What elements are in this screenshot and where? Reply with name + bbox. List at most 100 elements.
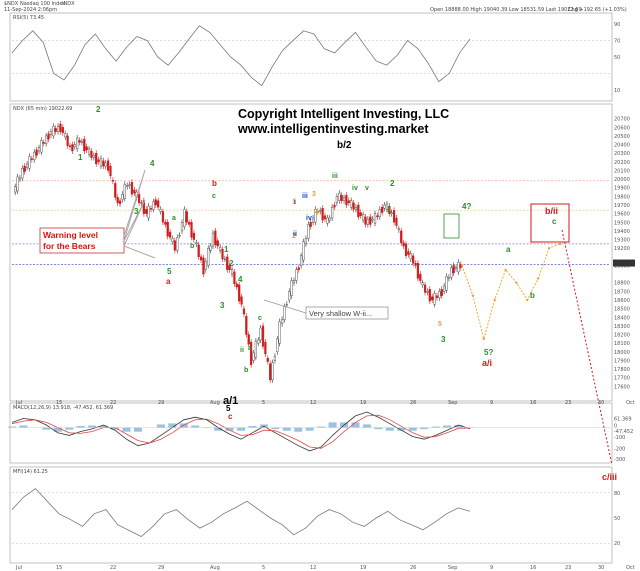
price-candle-body: [56, 125, 60, 132]
price-candle-body: [66, 135, 69, 146]
wave-label-green: 2: [96, 105, 101, 114]
wave-label-green: a: [248, 345, 252, 352]
price-candle-body: [14, 186, 17, 193]
wave-label-black: b/2: [337, 140, 352, 151]
price-candle-body: [209, 245, 212, 251]
date-tick-label: 9: [490, 400, 493, 406]
price-candle-body: [80, 141, 84, 143]
wave-label-green: b: [190, 243, 194, 250]
price-candle-body: [173, 240, 176, 251]
price-candle-body: [149, 208, 153, 210]
price-candle-body: [97, 159, 100, 163]
price-candle-body: [447, 277, 450, 279]
price-candle-body: [314, 209, 317, 223]
price-candle-body: [319, 210, 322, 212]
header-date: 11-Sep-2024 2:06pm: [4, 7, 57, 13]
rsi-tick-label: 50: [614, 55, 620, 61]
price-candle-body: [307, 224, 310, 239]
price-candle-body: [190, 222, 193, 238]
price-candle-body: [438, 291, 441, 299]
macd-histogram-bar: [53, 427, 62, 432]
price-candle-body: [409, 253, 412, 260]
wave-label-orange: 1: [292, 199, 296, 206]
price-candle-body: [242, 308, 246, 315]
wave-label-blue: iii: [302, 193, 308, 200]
date-tick-label: 22: [110, 565, 116, 571]
macd-histogram-bar: [454, 424, 463, 428]
price-candle-body: [138, 194, 141, 204]
price-candle-body: [104, 162, 107, 167]
price-candle-body: [107, 160, 110, 171]
macd-tick-label: -100: [614, 435, 625, 441]
date-tick-label: Oct: [626, 565, 635, 571]
macd-tick-label: 61.369: [614, 417, 632, 423]
price-candle-body: [364, 216, 367, 225]
price-candle-body: [354, 206, 358, 210]
wave-label-green: c: [552, 217, 557, 226]
price-candle-body: [226, 256, 229, 270]
price-candle-body: [21, 168, 24, 179]
shallow-pointer: [263, 299, 307, 314]
price-candle-body: [130, 182, 134, 195]
price-tick-label: 20400: [614, 143, 630, 149]
warning-pointer: [123, 169, 156, 259]
price-candle-body: [359, 212, 362, 216]
price-candle-body: [68, 145, 72, 147]
macd-histogram-bar: [111, 427, 120, 430]
price-candle-body: [118, 200, 122, 205]
price-candle-body: [164, 222, 167, 225]
date-tick-label: Sep: [448, 565, 457, 571]
last-price-box: [613, 259, 635, 267]
price-candle-body: [221, 249, 224, 260]
wave-label-black: 5: [226, 404, 231, 413]
price-candle-body: [166, 222, 169, 237]
price-candle-body: [28, 156, 31, 169]
macd-histogram-bar: [65, 427, 74, 430]
price-tick-label: 19400: [614, 229, 630, 235]
mfi-axis: 80 50 20: [614, 491, 620, 547]
price-candle-body: [316, 211, 319, 213]
wave-label-orange: 5: [438, 321, 442, 328]
macd-tick-label: -300: [614, 457, 625, 463]
macd-histogram-bar: [133, 427, 142, 432]
wave-label-green: 2: [390, 179, 395, 188]
date-tick-label: 19: [360, 565, 366, 571]
date-tick-label: Jul: [15, 565, 22, 571]
mfi-line: [11, 488, 471, 537]
price-candle-body: [450, 267, 453, 278]
price-candle-body: [23, 165, 26, 172]
price-candle-body: [185, 211, 188, 223]
date-tick-label: 23: [565, 400, 571, 406]
price-candle-body: [180, 222, 184, 232]
price-candle-body: [371, 218, 374, 221]
macd-histogram-bar: [214, 427, 223, 431]
bii-target-box: [530, 203, 570, 243]
macd-histogram-bar: [8, 426, 16, 428]
rsi-panel: [9, 12, 613, 102]
date-tick-label: 12: [310, 565, 316, 571]
price-candle-body: [123, 184, 126, 199]
projection-point: [558, 242, 562, 246]
price-candle-body: [78, 140, 81, 143]
projection-point: [526, 298, 529, 302]
wave-label-green: v: [365, 185, 369, 192]
projection-point: [471, 294, 475, 297]
date-tick-label: 29: [158, 565, 164, 571]
price-candle-body: [400, 230, 403, 243]
macd-panel: [9, 402, 613, 464]
projection-point: [515, 281, 518, 284]
mfi-panel: [9, 466, 613, 564]
date-tick-label: Oct: [626, 400, 635, 406]
price-candle-body: [71, 144, 74, 152]
price-candle-body: [147, 205, 150, 219]
date-tick-label: Aug: [210, 400, 220, 406]
wave-label-green: c: [258, 315, 262, 322]
price-candle-body: [309, 222, 312, 227]
wave-label-green: 1: [78, 153, 83, 162]
price-candle-body: [230, 269, 234, 275]
price-candle-body: [457, 262, 460, 273]
price-candle-body: [276, 338, 279, 353]
price-candle-body: [178, 235, 181, 237]
price-candle-body: [26, 163, 29, 168]
price-candle-body: [426, 291, 429, 293]
